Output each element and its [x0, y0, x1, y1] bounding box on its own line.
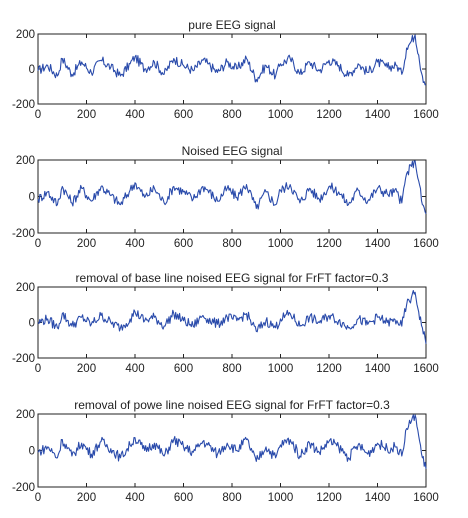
- subplot-3: removal of base line noised EEG signal f…: [12, 271, 439, 375]
- x-tick-label: 0: [35, 238, 41, 250]
- x-tick-label: 600: [174, 109, 193, 121]
- x-tick-label: 1600: [413, 238, 439, 250]
- x-tick-label: 0: [35, 109, 41, 121]
- x-tick-label: 1000: [268, 109, 294, 121]
- signal-line: [37, 34, 426, 86]
- x-tick-label: 1200: [316, 109, 342, 121]
- x-tick-label: 1600: [413, 492, 439, 504]
- x-tick-label: 200: [77, 109, 96, 121]
- x-tick-label: 1400: [365, 363, 391, 375]
- subplot-title: removal of base line noised EEG signal f…: [76, 271, 389, 285]
- x-tick-label: 1400: [365, 238, 391, 250]
- x-tick-label: 1600: [413, 109, 439, 121]
- x-tick-label: 800: [222, 363, 241, 375]
- x-tick-label: 400: [125, 363, 144, 375]
- x-tick-label: 800: [222, 238, 241, 250]
- signal-line: [37, 414, 427, 469]
- subplot-title: pure EEG signal: [188, 18, 275, 32]
- y-tick-label: 0: [29, 446, 35, 458]
- y-tick-label: 200: [16, 409, 35, 421]
- subplot-title: Noised EEG signal: [182, 144, 283, 158]
- x-tick-label: 800: [222, 492, 241, 504]
- y-tick-label: 0: [29, 64, 35, 76]
- y-tick-label: 200: [16, 29, 35, 41]
- y-tick-label: 0: [29, 318, 35, 330]
- x-tick-label: 1000: [268, 492, 294, 504]
- y-tick-label: -200: [12, 228, 35, 240]
- x-tick-label: 400: [125, 492, 144, 504]
- x-tick-label: 600: [174, 238, 193, 250]
- y-tick-label: 0: [29, 192, 35, 204]
- signal-line: [37, 160, 427, 215]
- x-tick-label: 0: [35, 492, 41, 504]
- subplot-4: removal of powe line noised EEG signal f…: [12, 398, 439, 504]
- x-tick-label: 1200: [316, 492, 342, 504]
- x-tick-label: 1000: [268, 238, 294, 250]
- y-tick-label: -200: [12, 482, 35, 494]
- x-tick-label: 1200: [316, 363, 342, 375]
- x-tick-label: 1000: [268, 363, 294, 375]
- signal-line: [37, 289, 427, 344]
- x-tick-label: 1600: [413, 363, 439, 375]
- x-tick-label: 1400: [365, 109, 391, 121]
- y-tick-label: -200: [12, 353, 35, 365]
- x-tick-label: 200: [77, 238, 96, 250]
- axes-frame: [37, 413, 427, 488]
- x-tick-label: 200: [77, 492, 96, 504]
- x-tick-label: 800: [222, 109, 241, 121]
- y-tick-label: -200: [12, 99, 35, 111]
- y-tick-label: 200: [16, 155, 35, 167]
- x-tick-label: 1200: [316, 238, 342, 250]
- x-tick-label: 400: [125, 238, 144, 250]
- x-tick-label: 600: [174, 492, 193, 504]
- x-tick-label: 1400: [365, 492, 391, 504]
- x-tick-label: 600: [174, 363, 193, 375]
- y-tick-label: 200: [16, 282, 35, 294]
- x-tick-label: 0: [35, 363, 41, 375]
- x-tick-label: 200: [77, 363, 96, 375]
- x-tick-label: 400: [125, 109, 144, 121]
- subplot-title: removal of powe line noised EEG signal f…: [74, 398, 390, 412]
